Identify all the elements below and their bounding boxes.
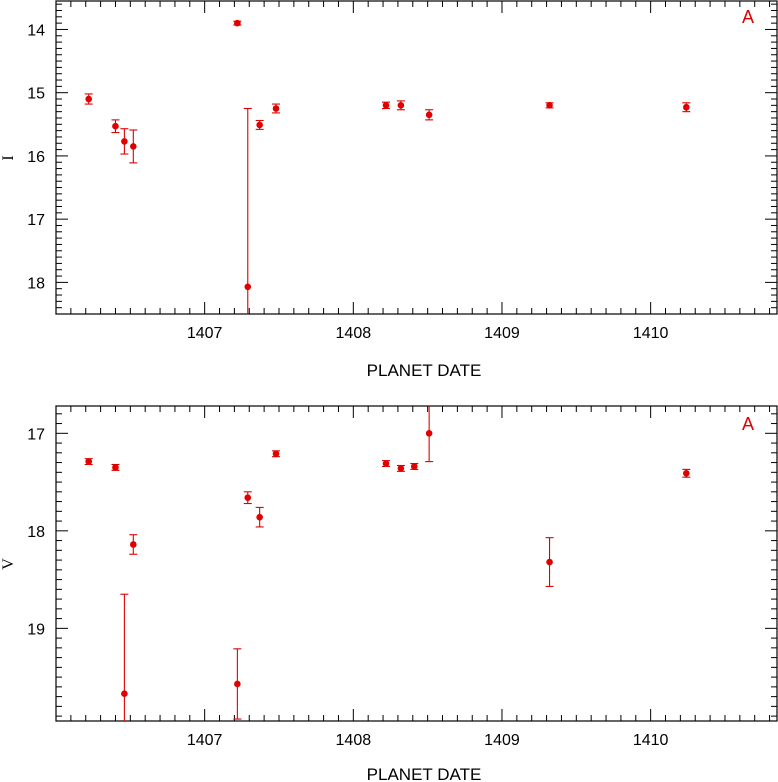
v-band-data-point <box>112 464 119 471</box>
i-band-data-point <box>382 102 390 109</box>
v-band-panel-tag: A <box>742 414 754 434</box>
i-band-data-point <box>244 283 252 291</box>
i-band-ticks: 1407 1408 1409 1410 14 15 16 17 18 <box>27 1 777 342</box>
i-band-data-point <box>234 19 241 27</box>
v-band-data-point <box>410 463 418 470</box>
v-band-data-points <box>84 406 691 721</box>
v-band-y-tick-label: 19 <box>27 621 45 638</box>
i-band-data-point <box>256 121 263 129</box>
i-band-data-point <box>121 138 128 145</box>
v-band-data-point <box>683 469 690 477</box>
v-band-panel: 1407 1408 1409 1410 17 18 19 A PLANET DATE V <box>0 405 778 782</box>
i-band-data-point <box>272 105 280 112</box>
v-band-x-tick-label: 1408 <box>336 732 372 749</box>
v-band-data-point <box>397 465 405 472</box>
v-band-data-point <box>425 430 433 437</box>
i-band-x-axis-label: PLANET DATE <box>367 361 482 380</box>
v-band-plot-frame <box>55 405 778 722</box>
v-band-x-tick-label: 1409 <box>484 732 520 749</box>
i-band-y-axis-label: I <box>0 155 17 160</box>
v-band-data-point <box>272 450 280 458</box>
i-band-plot-frame <box>55 0 778 315</box>
v-band-data-point <box>234 680 241 688</box>
v-band-data-point <box>256 513 263 521</box>
v-band-data-point <box>121 690 128 697</box>
i-band-data-point <box>130 143 137 150</box>
v-band-y-tick-label: 18 <box>27 524 45 541</box>
v-band-data-point <box>382 460 390 467</box>
i-band-data-point <box>112 122 119 130</box>
i-band-data-point <box>397 102 405 109</box>
v-band-y-axis-label: V <box>0 558 17 570</box>
v-band-x-axis-label: PLANET DATE <box>367 765 482 782</box>
i-band-x-tick-label: 1410 <box>633 325 669 342</box>
i-band-data-points <box>84 19 691 314</box>
i-band-data-point <box>85 95 93 103</box>
i-band-y-tick-label: 16 <box>27 149 45 166</box>
i-band-data-point <box>546 102 553 109</box>
i-band-y-tick-label: 14 <box>27 22 45 39</box>
i-band-data-point <box>683 103 690 111</box>
v-band-x-tick-label: 1407 <box>187 732 223 749</box>
i-band-y-tick-label: 17 <box>27 212 45 229</box>
i-band-y-tick-label: 15 <box>27 86 45 103</box>
v-band-data-point <box>244 494 252 501</box>
v-band-data-point <box>85 458 93 465</box>
v-band-data-point <box>130 541 137 548</box>
v-band-ticks: 1407 1408 1409 1410 17 18 19 <box>27 406 777 749</box>
i-band-panel: 1407 1408 1409 1410 14 15 16 17 18 A PLANET DATE… <box>0 0 778 380</box>
i-band-data-point <box>425 111 433 119</box>
i-band-x-tick-label: 1409 <box>484 325 520 342</box>
v-band-data-point <box>546 558 553 566</box>
i-band-x-tick-label: 1408 <box>336 325 372 342</box>
v-band-x-tick-label: 1410 <box>633 732 669 749</box>
i-band-x-tick-label: 1407 <box>187 325 223 342</box>
i-band-panel-tag: A <box>742 7 754 27</box>
v-band-y-tick-label: 17 <box>27 426 45 443</box>
i-band-y-tick-label: 18 <box>27 275 45 292</box>
